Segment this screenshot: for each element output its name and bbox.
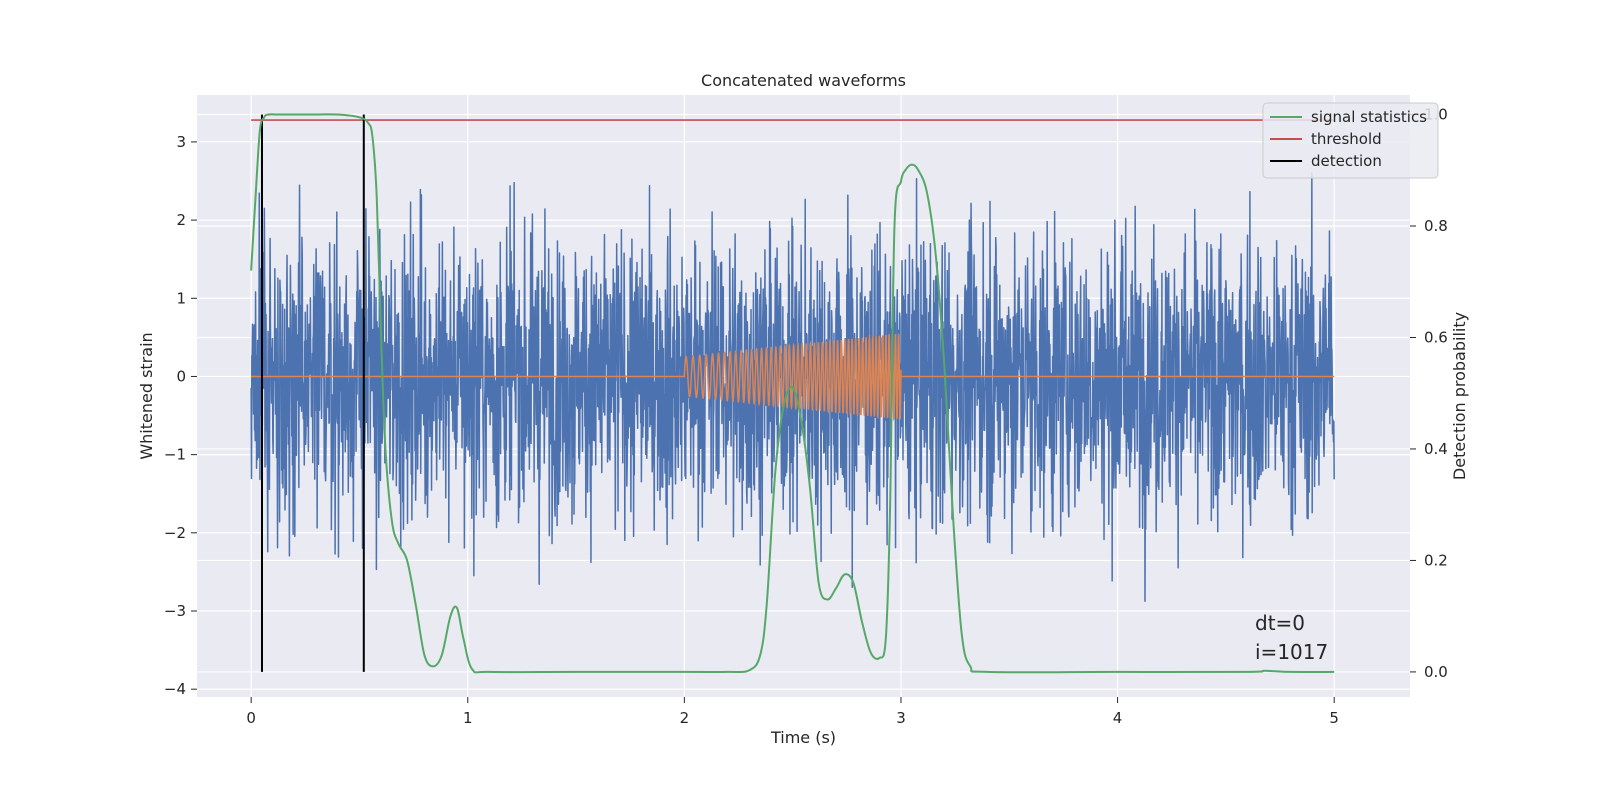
y-tick-label: −1 bbox=[164, 446, 186, 464]
y-tick-label: 1 bbox=[176, 289, 186, 307]
y-tick-label: 3 bbox=[176, 133, 186, 151]
y2-tick-label: 0.8 bbox=[1424, 217, 1448, 235]
x-axis-label: Time (s) bbox=[770, 728, 836, 747]
y2-tick-label: 0.2 bbox=[1424, 551, 1448, 569]
x-tick-label: 2 bbox=[680, 709, 690, 727]
signal-statistics-line bbox=[250, 113, 1335, 674]
annotation-i: i=1017 bbox=[1255, 640, 1328, 664]
chart-title: Concatenated waveforms bbox=[701, 71, 906, 90]
y2-tick-label: 0.4 bbox=[1424, 440, 1448, 458]
y-tick-label: 0 bbox=[176, 367, 186, 385]
y2-axis-label: Detection probability bbox=[1450, 312, 1469, 480]
annotation-dt: dt=0 bbox=[1255, 611, 1305, 635]
legend: signal statistics threshold detection bbox=[1262, 102, 1439, 179]
y-tick-label: −4 bbox=[164, 680, 186, 698]
legend-box bbox=[1262, 102, 1439, 179]
legend-entry-detection: detection bbox=[1311, 152, 1382, 170]
noise-series bbox=[250, 172, 1335, 603]
x-tick-label: 0 bbox=[246, 709, 256, 727]
injection-line bbox=[251, 333, 1335, 422]
x-tick-label: 5 bbox=[1329, 709, 1339, 727]
x-tick-label: 3 bbox=[896, 709, 906, 727]
y-axis-ticks: 3 2 1 0 −1 −2 −3 −4 bbox=[164, 133, 197, 698]
y2-axis-ticks: 1.00.80.60.40.20.0 bbox=[1410, 106, 1448, 681]
noise-line bbox=[250, 172, 1335, 603]
y-tick-label: 2 bbox=[176, 211, 186, 229]
annotation: dt=0 i=1017 bbox=[1255, 611, 1328, 664]
detection-series bbox=[260, 114, 365, 672]
x-axis-ticks: 0 1 2 3 4 5 bbox=[246, 697, 1339, 727]
x-tick-label: 4 bbox=[1113, 709, 1123, 727]
legend-entry-signal-statistics: signal statistics bbox=[1311, 108, 1427, 126]
y2-tick-label: 0.6 bbox=[1424, 328, 1448, 346]
y-tick-label: −3 bbox=[164, 602, 186, 620]
legend-entry-threshold: threshold bbox=[1311, 130, 1382, 148]
y-axis-label: Whitened strain bbox=[137, 332, 156, 459]
injection-series bbox=[251, 333, 1335, 422]
y-tick-label: −2 bbox=[164, 524, 186, 542]
signal-statistics-series bbox=[250, 113, 1335, 674]
y2-tick-label: 0.0 bbox=[1424, 663, 1448, 681]
x-tick-label: 1 bbox=[463, 709, 473, 727]
